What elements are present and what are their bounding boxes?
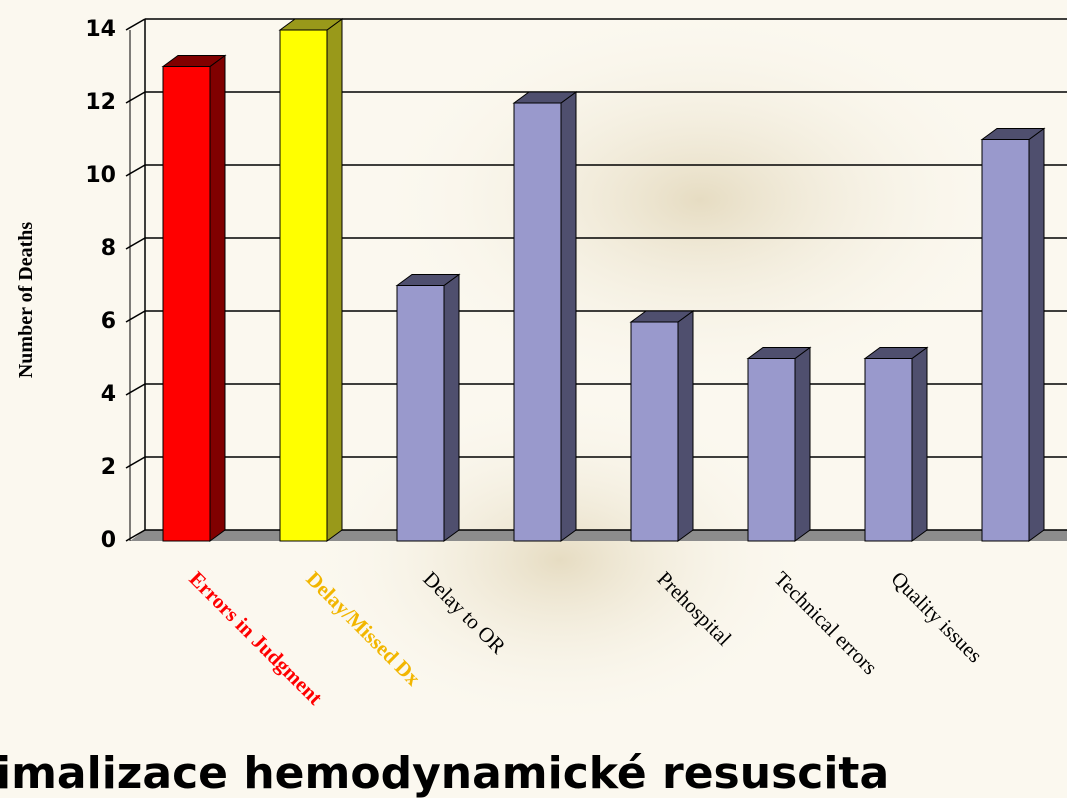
- tick-mark: [125, 383, 146, 396]
- tick-mark: [125, 237, 146, 250]
- background-decoration: [370, 0, 1030, 400]
- tick-mark: [125, 18, 146, 31]
- bar: [981, 139, 1030, 542]
- bar: [396, 285, 445, 542]
- y-tick-label: 12: [85, 90, 116, 115]
- bar-side: [209, 54, 226, 542]
- tick-mark: [125, 456, 146, 469]
- bar: [630, 321, 679, 542]
- bar: [162, 66, 211, 542]
- tick-mark: [125, 91, 146, 104]
- y-axis-label: Number of Deaths: [15, 222, 37, 379]
- y-tick-label: 2: [101, 455, 116, 480]
- bar-side: [794, 346, 811, 542]
- bar-side: [443, 273, 460, 542]
- floor: [130, 530, 1067, 541]
- bar-side: [677, 310, 694, 542]
- bar: [513, 102, 562, 542]
- y-tick-label: 14: [85, 17, 116, 42]
- tick-mark: [125, 164, 146, 177]
- y-tick-label: 8: [101, 236, 116, 261]
- bar-side: [1028, 127, 1045, 542]
- bar: [279, 29, 328, 542]
- y-tick-label: 4: [101, 382, 116, 407]
- bar-side: [560, 91, 577, 542]
- tick-mark: [125, 529, 146, 542]
- y-tick-label: 6: [101, 309, 116, 334]
- bar-side: [326, 18, 343, 542]
- slide-title: imalizace hemodynamické resuscita: [0, 748, 889, 798]
- bar-side: [911, 346, 928, 542]
- bar: [864, 358, 913, 542]
- y-tick-label: 10: [85, 163, 116, 188]
- y-tick-label: 0: [101, 528, 116, 553]
- bar: [747, 358, 796, 542]
- tick-mark: [125, 310, 146, 323]
